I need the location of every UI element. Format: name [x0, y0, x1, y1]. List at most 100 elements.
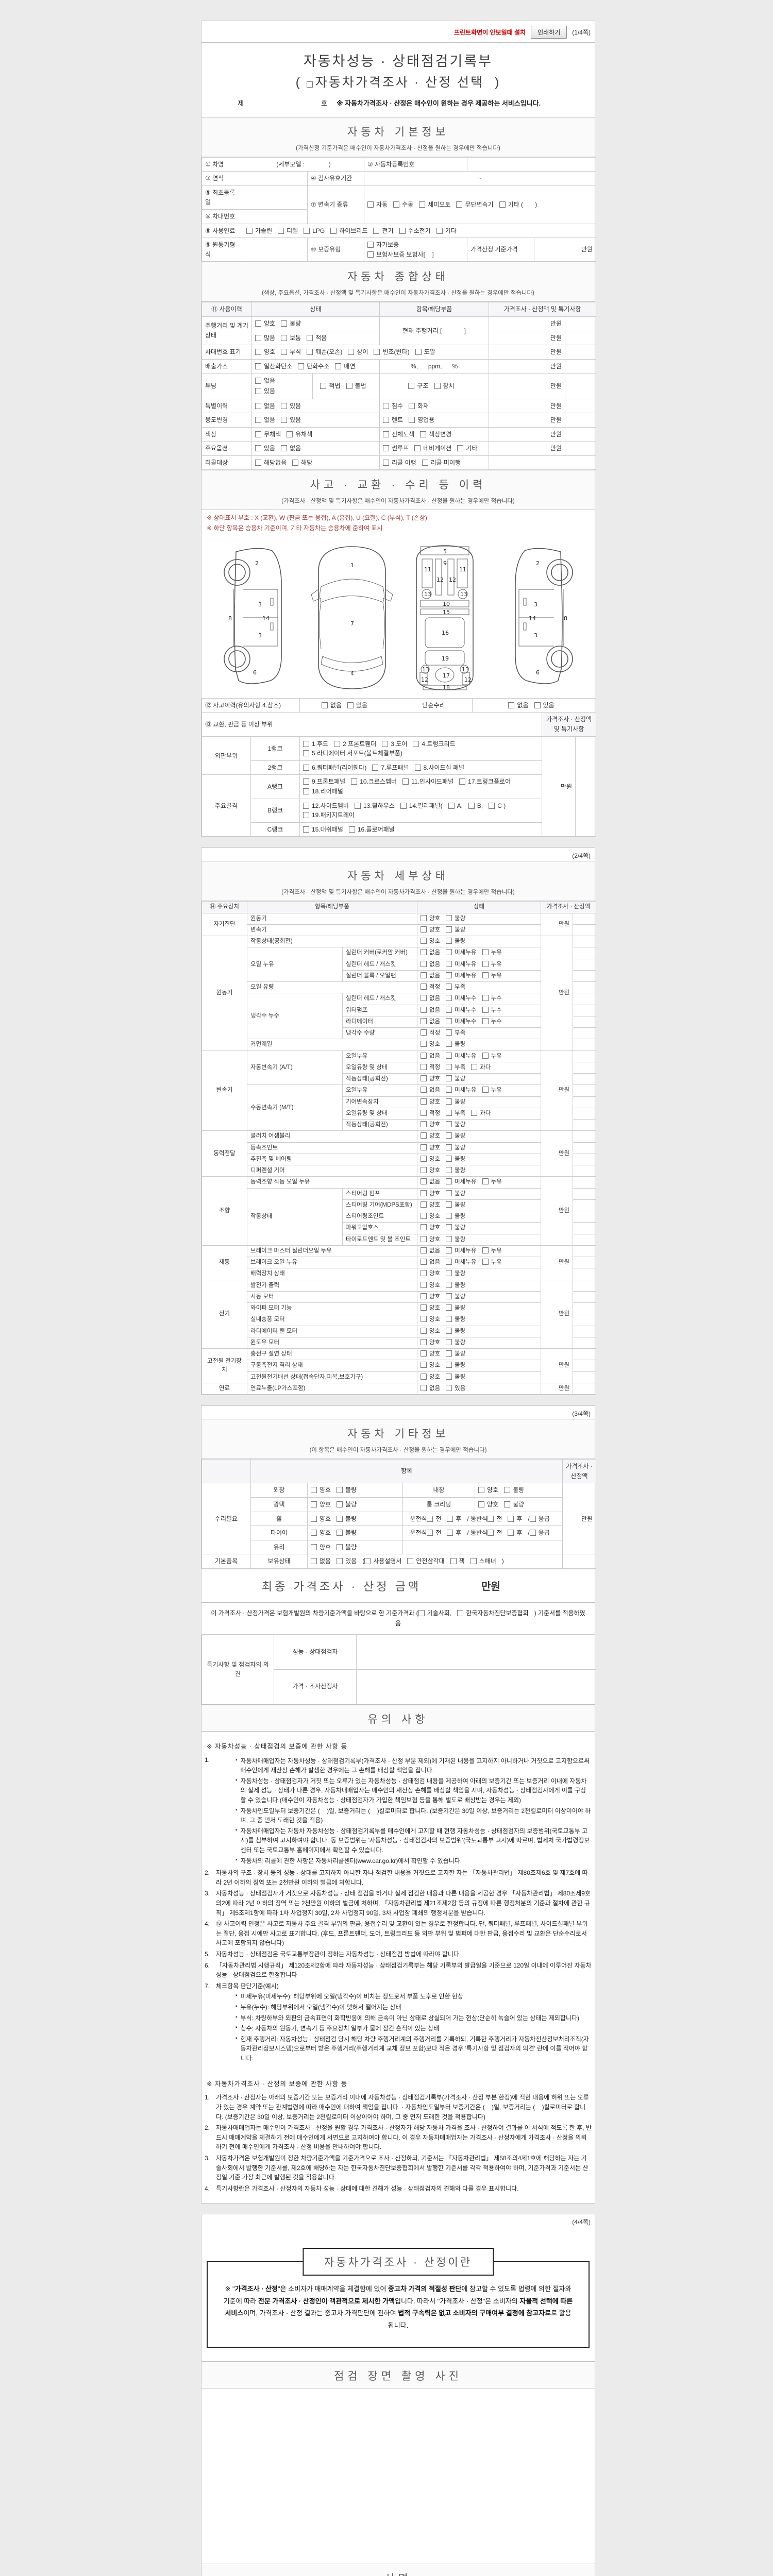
form-table: ① 차명 (세부모델 : ) ② 자동차등록번호 ③ 연식 ④ 검사유효기간 ~ ⑤ 최초등…: [201, 157, 596, 262]
page-marker-2: (2/4쪽): [572, 852, 591, 860]
checkbox-option: 자가보증: [367, 240, 399, 250]
field-cell: [573, 1027, 596, 1040]
checkbox-option: 양호: [421, 1132, 440, 1141]
print-preview-document: 프린트화면이 안보일때 설치 인쇄하기 (1/4쪽) 자동차성능 · 상태점검기…: [201, 0, 597, 2576]
row-label: 주행거리 및 계기상태: [201, 316, 252, 346]
field-cell: 현재 주행거리 [ ]: [379, 316, 489, 346]
options-cell: 양호 불량: [417, 1360, 541, 1372]
checkbox-option: 네비게이션: [414, 444, 451, 453]
print-button[interactable]: 인쇄하기: [531, 26, 567, 39]
table-row: 제동 브레이크 마스터 실린더오일 누유 없음 미세누유 누유 만원: [201, 1245, 596, 1280]
options-cell: 양호 불량: [307, 1483, 403, 1498]
field-cell: [402, 1539, 563, 1555]
checkbox-option: 없음: [281, 444, 301, 453]
field-cell: [573, 1165, 596, 1177]
checkbox-icon: [446, 1098, 452, 1105]
svg-text:16: 16: [442, 630, 449, 636]
checkbox-icon: [409, 402, 415, 409]
checkbox-option: 불량: [446, 1293, 465, 1301]
table-row: 자기진단 원동기 양호 불량 만원: [201, 912, 596, 937]
section-caution-title: 유의 사항: [367, 1713, 429, 1725]
field-cell: 기어변속장치: [342, 1096, 417, 1108]
checkbox-option: 12.사이드멤버: [303, 801, 349, 811]
inspection-photo-placeholder: [201, 2388, 595, 2564]
note-bullet: 자동차인도일부터 보증기간은 ( )일, 보증거리는 ( )킬로미터로 합니다.…: [236, 1806, 592, 1825]
checkbox-icon: [298, 363, 305, 369]
field-cell: 휠: [250, 1511, 308, 1527]
options-cell: 많음 보통 적음: [251, 330, 380, 346]
note-item: 4. ⑫ 사고이력 인정은 사고로 자동차 주요 골격 부위의 판금, 용접수리 …: [205, 1919, 592, 1948]
table-row: 리콜대상 해당없음 해당 리콜 이행 리콜 미이행: [201, 455, 597, 470]
field-cell: 룸 크리닝: [402, 1497, 475, 1512]
checkbox-option: 누유: [482, 1086, 502, 1095]
field-cell: 실린더 헤드 / 개스킷: [342, 958, 417, 971]
checkbox-icon: [255, 431, 261, 437]
checkbox-icon: [402, 778, 409, 785]
checkbox-option: 양호: [311, 1543, 331, 1552]
checkbox-icon: [337, 1515, 343, 1522]
options-cell: 양호 불량: [474, 1497, 563, 1512]
field-cell: [573, 993, 596, 1005]
field-cell: 타이어: [250, 1526, 308, 1540]
checkbox-option: 사용설명서: [364, 1556, 401, 1566]
column-header: 항목/해당부품: [247, 901, 417, 913]
note-text: 자동차매매업자는 매수인이 가격조사 · 산정을 원할 경우 가격조사 · 산정…: [216, 2124, 592, 2151]
checkbox-option: 기타: [457, 444, 477, 453]
checkbox-icon: [422, 459, 428, 466]
checkbox-icon: [414, 764, 421, 771]
checkbox-icon: [303, 740, 309, 747]
form-table: ⑪ 사용이력 상태 항목/해당부품 가격조사 · 산정액 및 특기사항 주행거리 및 계…: [201, 302, 597, 470]
checkbox-option: 영업용: [409, 415, 434, 425]
checkbox-icon: [447, 1515, 453, 1522]
checkbox-icon: [421, 1224, 427, 1231]
column-header: 상태: [251, 302, 380, 317]
checkbox-icon: [281, 334, 288, 341]
field-cell: [573, 936, 596, 948]
options-cell: 있음 없음: [251, 441, 380, 456]
checkbox-icon: [446, 1155, 452, 1162]
checkbox-option: 기타 ( ): [499, 200, 537, 210]
checkbox-icon: [446, 1052, 452, 1059]
checkbox-icon: [311, 1544, 317, 1550]
checkbox-icon: [446, 984, 452, 990]
price-definition-box: 자동차가격조사 · 산정이란 ※ "가격조사 · 산정"은 소비자가 매매계약을…: [207, 2248, 590, 2348]
field-cell: [573, 1153, 596, 1166]
checkbox-icon: [311, 1501, 317, 1507]
checkbox-option: 안전삼각대: [407, 1556, 445, 1566]
checkbox-icon: [414, 445, 421, 452]
field-cell: [356, 1669, 596, 1704]
checkbox-option: 양호: [421, 1304, 440, 1313]
checkbox-icon: [419, 201, 426, 208]
column-header: 항목: [250, 1459, 563, 1484]
note-number: 4.: [205, 1920, 210, 1928]
checkbox-option: 불량: [446, 937, 465, 946]
options-cell: 없음 미세누유 누유: [417, 958, 541, 971]
svg-text:3: 3: [258, 632, 262, 639]
final-price-unit: 만원: [481, 1581, 500, 1593]
options-cell: 양호 불량: [417, 924, 541, 937]
checkbox-icon: [446, 1247, 452, 1253]
checkbox-icon: [421, 1190, 427, 1196]
checkbox-icon: [482, 1006, 489, 1013]
note-bullet: 자동차성능 · 상태점검자가 거짓 또는 오류가 있는 자동차성능 · 상태점검…: [236, 1776, 592, 1805]
checkbox-icon: [421, 1327, 427, 1334]
form-table: ⑭ 주요장치 항목/해당부품 상태 가격조사 · 산정액 자기진단 원동기 양호 불량 만원 변속…: [201, 901, 596, 1395]
checkbox-option: 세미오토: [419, 200, 450, 210]
checkbox-icon: [482, 972, 489, 978]
section-photo: 점검 장면 촬영 사진: [201, 2361, 595, 2388]
checkbox-option: 10.크로스멤버: [351, 777, 397, 787]
field-cell: A랭크: [250, 774, 300, 799]
checkbox-icon: [478, 1501, 484, 1507]
field-cell: 자동변속기 (A/T): [247, 1050, 343, 1086]
checkbox-option: 상이: [348, 347, 368, 357]
print-install-link[interactable]: 프린트화면이 안보일때 설치: [453, 29, 526, 36]
checkbox-icon: [427, 1515, 433, 1522]
checkbox-option: 누유: [482, 1247, 502, 1256]
checkbox-option: 적정: [421, 1109, 440, 1118]
options-cell: 양호 불량: [417, 1188, 541, 1200]
checkbox-option: 기술사회,: [418, 1608, 451, 1618]
checkbox-icon: [421, 1201, 427, 1208]
checkbox-icon: [407, 1558, 414, 1565]
field-cell: 오일누유: [342, 1050, 417, 1062]
field-cell: [243, 238, 308, 262]
